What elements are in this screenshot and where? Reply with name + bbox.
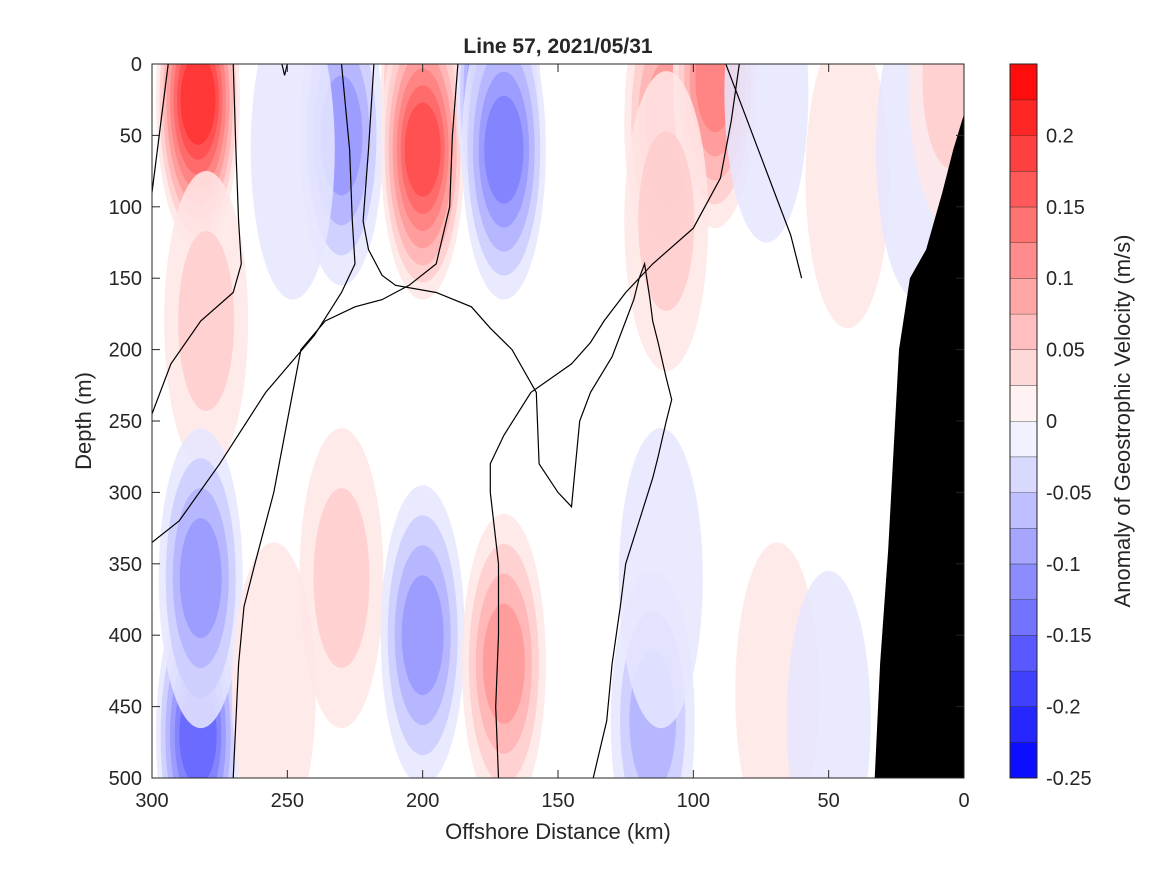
y-tick-label: 250 [109,411,142,433]
colorbar-segment [1010,206,1037,243]
colorbar-tick-label: 0 [1046,411,1057,433]
x-tick-label: 150 [541,790,574,812]
colorbar-segment [1010,242,1037,279]
velocity-cell [250,64,335,300]
colorbar-segment [1010,99,1037,136]
colorbar-segment [1010,742,1037,778]
y-tick-label: 350 [109,554,142,576]
velocity-cell [180,64,216,145]
colorbar-tick-label: -0.05 [1046,482,1092,504]
colorbar-segment [1010,528,1037,564]
colorbar-segment [1010,456,1037,493]
velocity-cell [638,131,695,312]
colorbar-segment [1010,492,1037,529]
zero-contour-line [725,64,803,279]
velocity-cell [922,64,964,169]
velocity-cell [401,575,444,696]
colorbar-segment [1010,599,1037,636]
x-axis-ticks: 300 250 200 150 100 50 0 [135,64,970,812]
colorbar-tick-label: 0.2 [1046,125,1074,147]
y-tick-label: 450 [109,697,142,719]
zero-contour-line [281,64,288,76]
x-tick-label: 200 [406,790,439,812]
y-tick-label: 500 [109,768,142,790]
colorbar-tick-label: 0.15 [1046,197,1085,219]
velocity-cell [724,64,809,243]
velocity-cell [231,542,316,778]
colorbar-tick-label: 0.1 [1046,268,1074,290]
zero-contour-line [232,64,459,778]
colorbar-label: Anomaly of Geostrophic Velocity (m/s) [1110,235,1135,608]
colorbar-segment [1010,278,1037,314]
colorbar-segment [1010,171,1037,207]
velocity-cell [482,603,525,724]
colorbar-segment [1010,313,1037,350]
colorbar-segment [1010,563,1037,600]
plot-area [152,64,964,778]
zero-contour-line [152,64,356,543]
velocity-cell [786,570,871,778]
y-axis-label: Depth (m) [71,372,96,470]
colorbar-frame [1009,63,1038,779]
velocity-cell [618,428,703,729]
colorbar-segment [1010,706,1037,743]
y-axis-ticks: 0 50 100 150 200 250 300 350 400 450 500 [109,54,964,790]
colorbar-tick-label: -0.1 [1046,554,1080,576]
y-tick-label: 400 [109,625,142,647]
x-tick-label: 50 [818,790,840,812]
x-axis-label: Offshore Distance (km) [445,819,671,844]
y-tick-label: 200 [109,340,142,362]
colorbar-tick-label: -0.15 [1046,625,1092,647]
colorbar [1010,63,1037,778]
colorbar-segment [1010,64,1037,100]
velocity-cell [313,488,370,669]
y-tick-label: 0 [131,54,142,76]
zero-contour-line [152,64,242,415]
y-tick-label: 150 [109,268,142,290]
chart-title: Line 57, 2021/05/31 [463,35,652,58]
colorbar-tick-label: -0.25 [1046,768,1092,790]
colorbar-ticks: 0.2 0.15 0.1 0.05 0 -0.05 -0.1 -0.15 -0.2 -0.25 [1046,125,1092,790]
velocity-field [156,64,964,778]
velocity-cell [178,231,235,412]
velocity-cell [404,102,441,197]
colorbar-segment [1010,670,1037,707]
colorbar-tick-label: 0.05 [1046,340,1085,362]
colorbar-segment [1010,385,1037,421]
x-tick-label: 300 [135,790,168,812]
velocity-cell [179,518,222,639]
colorbar-segment [1010,349,1037,386]
bathymetry-shape [874,114,964,778]
zero-contour-line [152,64,169,193]
y-tick-label: 300 [109,482,142,504]
x-tick-label: 250 [271,790,304,812]
velocity-cell [805,64,890,329]
zero-contour-line [362,64,673,778]
y-tick-label: 50 [120,125,142,147]
zero-contour-line [489,64,740,778]
x-tick-label: 0 [958,790,969,812]
zero-contours [152,64,803,778]
colorbar-segment [1010,635,1037,671]
colorbar-segment [1010,421,1037,457]
colorbar-segment [1010,135,1037,172]
colorbar-tick-label: -0.2 [1046,697,1080,719]
y-tick-label: 100 [109,197,142,219]
velocity-cell [484,95,524,204]
x-tick-label: 100 [677,790,710,812]
